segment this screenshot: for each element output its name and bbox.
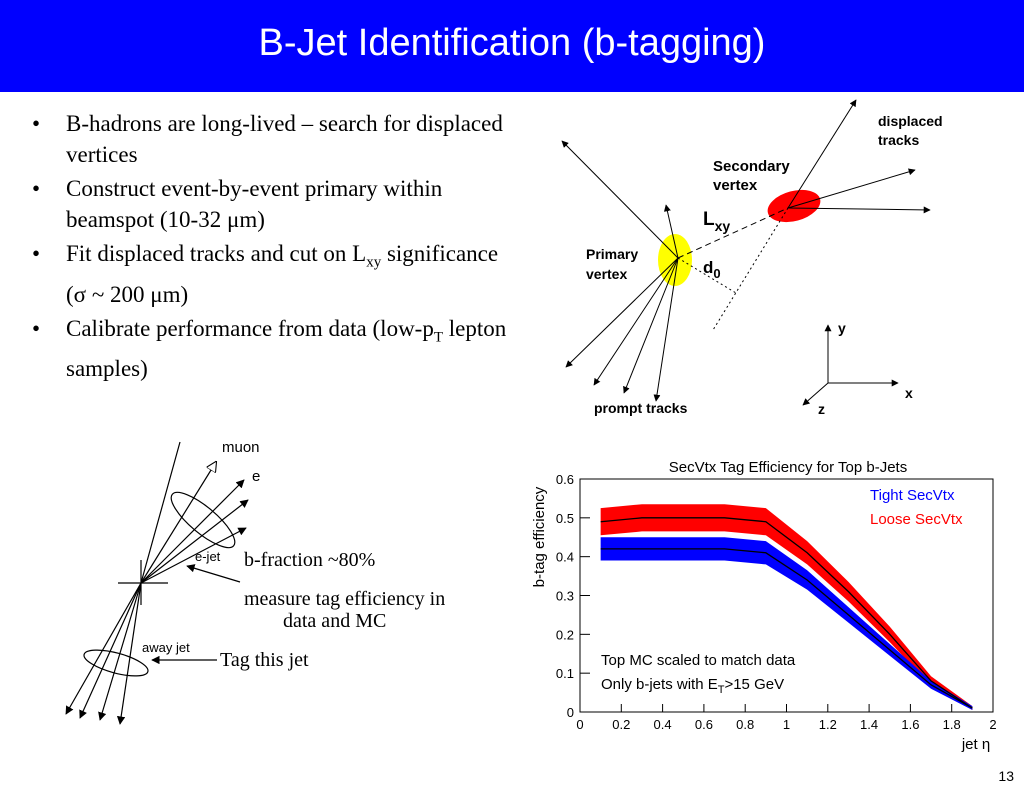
x-tick-label: 1.8: [943, 717, 961, 732]
track-line: [663, 204, 679, 259]
band-loose: [600, 504, 973, 711]
displaced-track-line: [787, 168, 916, 209]
bullet-item: B-hadrons are long-lived – search for di…: [32, 108, 512, 170]
bullet-item: Construct event-by-event primary within …: [32, 173, 512, 235]
away-track: [65, 582, 142, 715]
chart-title: SecVtx Tag Efficiency for Top b-Jets: [669, 459, 907, 476]
away-jet-label: away jet: [142, 640, 190, 655]
x-tick-label: 1.4: [860, 717, 878, 732]
lxy-label: Lxy: [703, 209, 730, 234]
x-axis-title: jet η: [961, 736, 990, 753]
e-jet-cone: [170, 491, 236, 549]
e-track: [140, 479, 245, 584]
bullet-item: Fit displaced tracks and cut on Lxy sign…: [32, 238, 512, 310]
y-tick-label: 0.5: [556, 511, 574, 526]
pointer-arrow: [186, 564, 241, 583]
title-bar: B-Jet Identification (b-tagging): [0, 0, 1024, 92]
away-track: [116, 582, 142, 725]
muon-label: muon: [222, 439, 260, 456]
x-tick-label: 0: [576, 717, 583, 732]
x-tick-label: 1.6: [901, 717, 919, 732]
track-line: [565, 257, 679, 368]
y-tick-label: 0.6: [556, 472, 574, 487]
y-tick-label: 0.1: [556, 666, 574, 681]
track-line: [623, 257, 679, 394]
d0-label: d0: [703, 258, 721, 281]
series-line-loose: [600, 517, 973, 709]
y-tick-label: 0.4: [556, 550, 574, 565]
x-tick-label: 2: [989, 717, 996, 732]
e-jet-label: e-jet: [195, 549, 221, 564]
legend-loose: Loose SecVtx: [870, 511, 963, 528]
page-number: 13: [998, 768, 1014, 784]
x-tick-label: 0.2: [612, 717, 630, 732]
x-tick-label: 1.2: [819, 717, 837, 732]
track-line: [140, 527, 247, 584]
tag-this-jet-text: Tag this jet: [220, 649, 309, 671]
secondary-vertex-label: Secondary: [713, 158, 790, 175]
x-tick-label: 0.4: [654, 717, 672, 732]
b-fraction-text: b-fraction ~80%: [244, 549, 376, 571]
slide-title: B-Jet Identification (b-tagging): [258, 22, 766, 64]
secondary-vertex-label: vertex: [713, 177, 758, 194]
displaced-tracks-label: displaced: [878, 113, 943, 129]
x-tick-label: 0.6: [695, 717, 713, 732]
extrapolation-line: [712, 207, 789, 331]
track-line: [140, 499, 249, 584]
e-label: e: [252, 468, 260, 485]
displaced-track-line: [787, 206, 931, 214]
z-axis-arrow: [802, 382, 829, 406]
y-tick-label: 0.3: [556, 589, 574, 604]
primary-vertex-label: Primary: [586, 246, 638, 262]
primary-vertex-label: vertex: [586, 266, 627, 282]
annotation-bjets: Only b-jets with ET>15 GeV: [601, 676, 784, 696]
efficiency-chart: SecVtx Tag Efficiency for Top b-Jets 0 0.…: [531, 459, 997, 753]
displaced-track-line: [787, 99, 857, 209]
bullet-item: Calibrate performance from data (low-pT …: [32, 313, 512, 385]
muon-track: [140, 462, 216, 584]
annotation-mc: Top MC scaled to match data: [601, 652, 796, 669]
bullet-list: B-hadrons are long-lived – search for di…: [32, 108, 512, 387]
x-tick-label: 1: [783, 717, 790, 732]
y-axis-title: b-tag efficiency: [531, 486, 548, 587]
d0-line: [677, 257, 737, 294]
displaced-tracks-label: tracks: [878, 132, 919, 148]
track-line: [140, 441, 181, 584]
jet-diagram: muon e e-jet away jet: [65, 439, 260, 725]
lxy-line: [677, 207, 789, 259]
away-track: [79, 582, 142, 719]
away-track: [98, 582, 142, 721]
legend-tight: Tight SecVtx: [870, 487, 955, 504]
vertex-diagram: displaced tracks Secondary vertex Primar…: [561, 99, 943, 417]
measure-text-line2: data and MC: [283, 610, 387, 632]
track-line: [561, 140, 679, 259]
prompt-tracks-label: prompt tracks: [594, 400, 688, 416]
measure-text-line1: measure tag efficiency in: [244, 588, 446, 610]
z-axis-label: z: [818, 401, 825, 417]
away-jet-cone: [83, 649, 149, 677]
y-tick-label: 0: [567, 705, 574, 720]
y-tick-label: 0.2: [556, 627, 574, 642]
series-line-tight: [600, 548, 973, 709]
x-tick-label: 0.8: [736, 717, 754, 732]
track-line: [653, 257, 679, 402]
track-line: [593, 257, 679, 386]
band-tight: [600, 537, 973, 711]
y-axis-label: y: [838, 320, 846, 336]
x-axis-label: x: [905, 385, 913, 401]
